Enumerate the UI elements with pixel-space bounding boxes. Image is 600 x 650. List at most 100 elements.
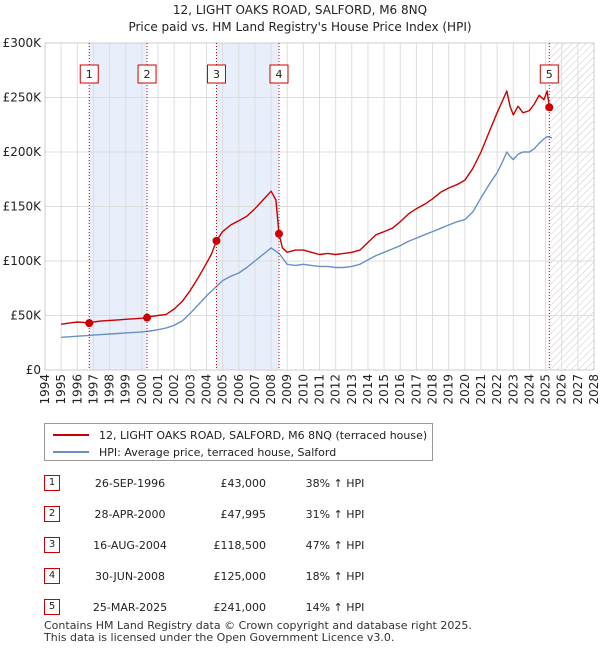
x-tick-label: 2028 [587, 374, 600, 405]
y-tick-label: £250K [3, 91, 43, 105]
x-tick-label: 2026 [555, 374, 569, 405]
y-tick-label: £50K [10, 309, 42, 323]
x-tick-label: 2019 [442, 374, 456, 405]
x-tick-label: 2027 [571, 374, 585, 405]
plot-border [44, 42, 595, 371]
x-tick-label: 2014 [361, 374, 375, 405]
footer-line-copyright: Contains HM Land Registry data © Crown c… [44, 619, 472, 632]
sale-point [212, 236, 221, 245]
x-tick-label: 2003 [183, 374, 197, 405]
sale-number: 1 [44, 475, 60, 491]
table-row: 5 25-MAR-2025 £241,000 14% ↑ HPI [0, 597, 600, 617]
sale-date: 25-MAR-2025 [92, 601, 168, 614]
y-tick-label: £0 [26, 363, 41, 377]
sale-marker-box [206, 64, 226, 84]
sale-date: 26-SEP-1996 [94, 477, 166, 490]
sale-date: 28-APR-2000 [94, 508, 166, 521]
sale-marker-label: 3 [213, 68, 220, 81]
sale-number: 3 [44, 537, 60, 553]
sale-hpi-change: 14% ↑ HPI [305, 601, 365, 614]
x-axis: 1994 1995 1996 1997 1998 1999 2000 2001 2002 2003… [38, 374, 600, 405]
sale-marker-label: 5 [546, 68, 553, 81]
x-tick-label: 1997 [86, 374, 100, 405]
sale-price: £125,000 [213, 570, 267, 583]
x-tick-label: 2006 [232, 374, 246, 405]
footer-attribution: Contains HM Land Registry data © Crown c… [44, 620, 472, 644]
y-axis: £0 £50K £100K £150K £200K £250K £300K [3, 36, 43, 377]
legend-label-property: 12, LIGHT OAKS ROAD, SALFORD, M6 8NQ (te… [99, 428, 428, 442]
y-tick-label: £200K [3, 145, 43, 159]
x-tick-label: 2002 [167, 374, 181, 405]
grid-lines [44, 42, 595, 371]
x-tick-label: 2001 [151, 374, 165, 405]
sale-hpi-change: 47% ↑ HPI [305, 539, 365, 552]
sale-point [274, 229, 283, 238]
sale-marker-box [137, 64, 157, 84]
x-tick-label: 1994 [38, 374, 52, 405]
sale-price: £241,000 [213, 601, 267, 614]
x-tick-label: 2005 [216, 374, 230, 405]
x-tick-label: 2021 [474, 374, 488, 405]
price-chart: 12, LIGHT OAKS ROAD, SALFORD, M6 8NQ Pri… [3, 3, 600, 405]
x-tick-label: 2022 [490, 374, 504, 405]
sale-date: 30-JUN-2008 [94, 570, 166, 583]
sale-point [143, 313, 152, 322]
y-tick-label: £100K [3, 254, 43, 268]
sale-date: 16-AUG-2004 [93, 539, 167, 552]
table-row: 2 28-APR-2000 £47,995 31% ↑ HPI [0, 504, 600, 524]
x-tick-label: 1998 [103, 374, 117, 405]
sale-marker-label: 1 [86, 68, 93, 81]
x-tick-label: 2016 [393, 374, 407, 405]
sale-hpi-change: 18% ↑ HPI [305, 570, 365, 583]
legend-swatch-hpi [53, 451, 89, 453]
series-line-hpi [61, 135, 553, 338]
x-tick-label: 2025 [539, 374, 553, 405]
sale-markers: 1 2 3 4 5 [79, 43, 559, 370]
sale-hpi-change: 38% ↑ HPI [305, 477, 365, 490]
x-tick-label: 2009 [280, 374, 294, 405]
x-tick-label: 1996 [70, 374, 84, 405]
sale-point [545, 103, 554, 112]
x-tick-label: 2010 [296, 374, 310, 405]
sale-price: £43,000 [220, 477, 267, 490]
y-tick-label: £150K [3, 200, 43, 214]
y-tick-label: £300K [3, 36, 43, 50]
sale-marker-box [79, 64, 99, 84]
x-tick-label: 2000 [135, 374, 149, 405]
x-tick-label: 2018 [426, 374, 440, 405]
x-tick-label: 2023 [506, 374, 520, 405]
x-tick-label: 2008 [264, 374, 278, 405]
x-tick-label: 2020 [458, 374, 472, 405]
sale-marker-box [269, 64, 289, 84]
legend-label-hpi: HPI: Average price, terraced house, Salf… [99, 445, 337, 459]
x-tick-label: 2013 [345, 374, 359, 405]
chart-subtitle: Price paid vs. HM Land Registry's House … [128, 20, 471, 34]
sale-point [85, 319, 94, 328]
sale-number: 4 [44, 568, 60, 584]
table-row: 4 30-JUN-2008 £125,000 18% ↑ HPI [0, 566, 600, 586]
footer-line-licence: This data is licensed under the Open Gov… [44, 631, 395, 644]
x-tick-label: 2004 [199, 374, 213, 405]
x-tick-label: 2007 [248, 374, 262, 405]
sale-number: 2 [44, 506, 60, 522]
x-tick-label: 2017 [409, 374, 423, 405]
chart-title: 12, LIGHT OAKS ROAD, SALFORD, M6 8NQ [173, 3, 427, 17]
legend-swatch-property [53, 434, 89, 436]
legend: 12, LIGHT OAKS ROAD, SALFORD, M6 8NQ (te… [44, 423, 433, 461]
sale-price: £47,995 [220, 508, 267, 521]
table-row: 3 16-AUG-2004 £118,500 47% ↑ HPI [0, 535, 600, 555]
sale-marker-label: 4 [275, 68, 282, 81]
sale-price: £118,500 [213, 539, 267, 552]
x-tick-label: 2011 [313, 374, 327, 405]
x-tick-label: 2024 [522, 374, 536, 405]
table-row: 1 26-SEP-1996 £43,000 38% ↑ HPI [0, 473, 600, 493]
legend-item-property: 12, LIGHT OAKS ROAD, SALFORD, M6 8NQ (te… [53, 427, 427, 443]
x-tick-label: 1999 [119, 374, 133, 405]
sale-marker-label: 2 [144, 68, 151, 81]
sale-hpi-change: 31% ↑ HPI [305, 508, 365, 521]
sale-marker-box [539, 64, 559, 84]
x-tick-label: 2015 [377, 374, 391, 405]
legend-item-hpi: HPI: Average price, terraced house, Salf… [53, 444, 336, 460]
sale-number: 5 [44, 599, 60, 615]
x-tick-label: 2012 [329, 374, 343, 405]
